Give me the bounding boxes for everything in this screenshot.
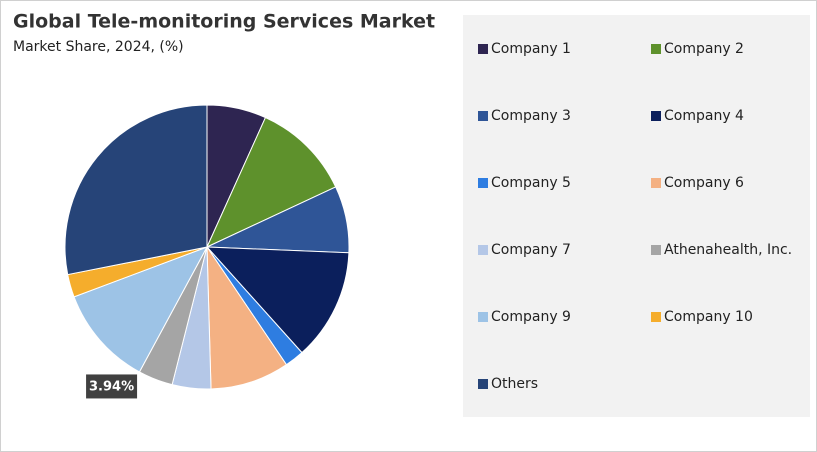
pie-slice	[205, 246, 350, 354]
legend-swatch	[478, 44, 488, 54]
legend-label: Company 7	[491, 242, 571, 258]
legend-box	[463, 15, 810, 417]
legend-label: Company 6	[664, 175, 744, 191]
legend-label: Company 1	[491, 41, 571, 57]
legend-label: Company 9	[491, 309, 571, 325]
pie-slice	[73, 246, 209, 373]
legend-swatch	[651, 44, 661, 54]
legend-label: Company 3	[491, 108, 571, 124]
chart-subtitle: Market Share, 2024, (%)	[13, 39, 184, 55]
legend-swatch	[478, 111, 488, 121]
legend-label: Company 5	[491, 175, 571, 191]
legend-swatch	[478, 379, 488, 389]
legend-label: Company 10	[664, 309, 753, 325]
legend-swatch	[478, 178, 488, 188]
data-label-box	[85, 373, 139, 400]
legend-swatch	[478, 312, 488, 322]
legend-swatch	[651, 178, 661, 188]
legend-label: Athenahealth, Inc.	[664, 242, 792, 258]
pie-slice	[64, 104, 208, 276]
data-label: 3.94%	[89, 379, 134, 394]
pie-slice	[206, 245, 288, 390]
legend-label: Company 2	[664, 41, 744, 57]
chart-title: Global Tele-monitoring Services Market	[13, 11, 435, 33]
legend-swatch	[478, 245, 488, 255]
legend-swatch	[651, 245, 661, 255]
pie-slice	[205, 116, 337, 249]
legend-swatch	[651, 111, 661, 121]
legend-swatch	[651, 312, 661, 322]
legend-label: Company 4	[664, 108, 744, 124]
legend-label: Others	[491, 376, 538, 392]
